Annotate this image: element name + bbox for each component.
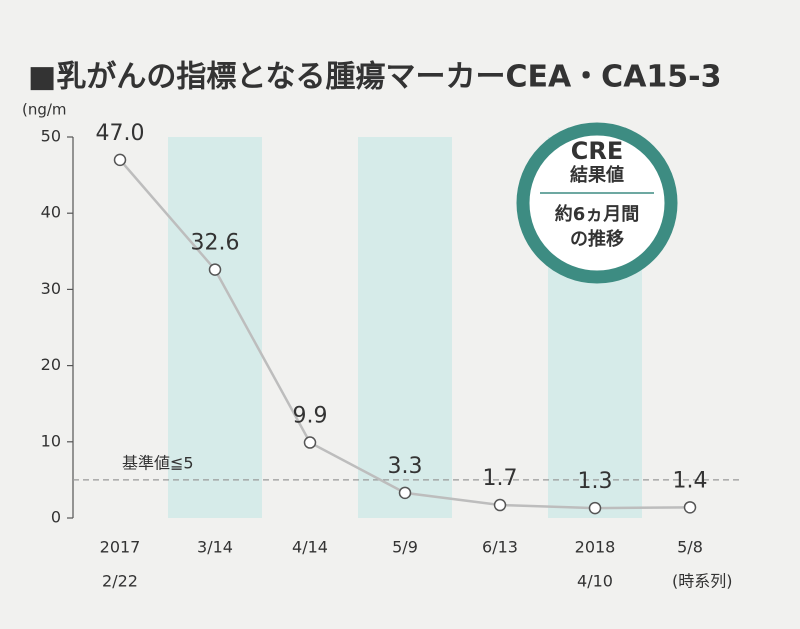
y-axis-label: (ng/m — [22, 101, 67, 119]
reference-label: 基準値≦5 — [122, 453, 194, 472]
x-tick-label: 2018 — [575, 538, 616, 557]
badge-text: の推移 — [570, 228, 624, 250]
data-label: 32.6 — [191, 231, 240, 256]
x-tick-label: 5/9 — [392, 538, 418, 557]
x-tick-label: 6/13 — [482, 538, 518, 557]
y-tick-label: 50 — [41, 127, 61, 146]
badge-text: 結果値 — [570, 164, 624, 186]
y-tick-label: 20 — [41, 355, 61, 374]
x-tick-label: 2017 — [100, 538, 141, 557]
badge-text: CRE — [571, 137, 624, 165]
data-point — [683, 501, 697, 514]
data-point — [398, 486, 412, 500]
badge — [516, 122, 678, 284]
data-point — [303, 436, 317, 449]
y-tick-label: 30 — [41, 279, 61, 298]
data-label: 47.0 — [96, 121, 145, 146]
x-tick-label: 3/14 — [197, 538, 233, 557]
shaded-band — [358, 137, 452, 518]
x-tick-label: 5/8 — [677, 538, 703, 557]
x-tick-label: 4/14 — [292, 538, 328, 557]
data-point — [113, 153, 127, 167]
chart-title: ■乳がんの指標となる腫瘍マーカーCEA・CA15-3 — [28, 60, 721, 95]
data-label: 1.4 — [673, 468, 708, 493]
x-tick-label: 4/10 — [577, 572, 613, 591]
y-tick-label: 10 — [41, 431, 61, 450]
x-axis-label: (時系列) — [672, 572, 733, 591]
data-label: 1.7 — [483, 466, 518, 491]
x-tick-label: 2/22 — [102, 572, 138, 591]
badge-text: 約6ヵ月間 — [555, 203, 640, 225]
data-label: 3.3 — [388, 454, 423, 479]
data-point — [493, 498, 507, 512]
data-point — [588, 501, 602, 515]
y-tick-label: 0 — [51, 508, 61, 527]
data-point — [208, 263, 222, 276]
data-label: 1.3 — [578, 469, 613, 494]
data-label: 9.9 — [293, 404, 328, 429]
y-tick-label: 40 — [41, 203, 61, 222]
